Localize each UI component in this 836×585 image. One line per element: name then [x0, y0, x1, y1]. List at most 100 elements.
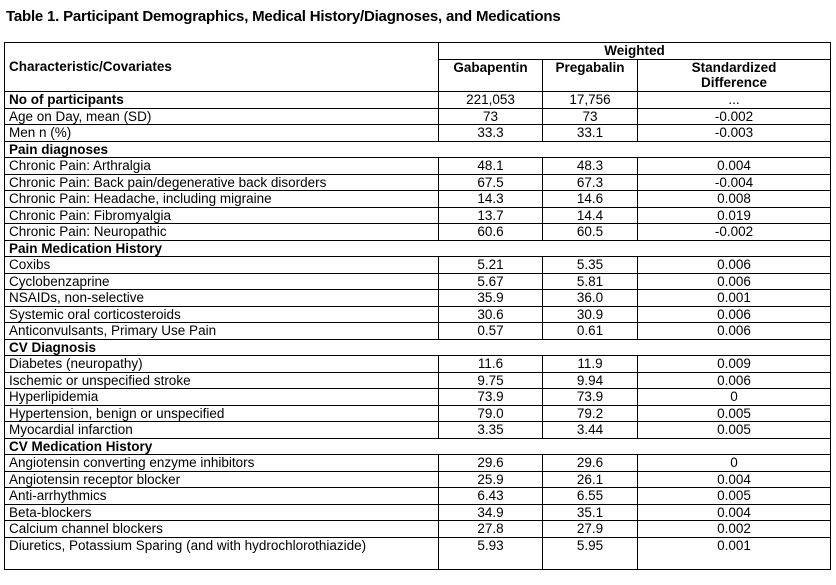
std-diff-value: 0 [636, 388, 832, 406]
std-diff-value: 0.006 [636, 272, 832, 290]
row-label: Chronic Pain: Headache, including migrai… [4, 190, 439, 208]
pregabalin-value: 3.44 [542, 421, 638, 439]
std-diff-value: 0.005 [636, 404, 832, 422]
gabapentin-value: 14.3 [438, 190, 543, 208]
header-row: Characteristic/Covariates Gabapentin Pre… [4, 58, 832, 92]
row-label: Anti-arrhythmics [4, 487, 439, 505]
row-label: Cyclobenzaprine [4, 272, 439, 290]
gabapentin-value: 221,053 [438, 91, 543, 109]
section-row: CV Medication History [3, 437, 832, 455]
pregabalin-value: 17,756 [542, 91, 638, 109]
std-diff-value: 0.002 [636, 520, 832, 538]
gabapentin-value: 0.57 [438, 322, 543, 340]
gabapentin-value: 9.75 [438, 371, 543, 389]
gabapentin-value: 5.67 [438, 272, 543, 290]
pregabalin-value: 27.9 [542, 520, 638, 538]
std-diff-header: Standardized Difference [636, 58, 832, 92]
pregabalin-value: 35.1 [542, 503, 638, 521]
table-row: Calcium channel blockers 27.8 27.9 0.002 [4, 520, 832, 538]
table-row: Chronic Pain: Fibromyalgia 13.7 14.4 0.019 [4, 206, 832, 224]
row-label: Diabetes (neuropathy) [4, 355, 439, 373]
section-heading: CV Medication History [3, 437, 832, 455]
pregabalin-value: 48.3 [542, 157, 638, 175]
row-label: Chronic Pain: Arthralgia [4, 157, 439, 175]
table-row: Men n (%) 33.3 33.1 -0.003 [4, 124, 832, 142]
std-diff-value: 0.019 [636, 206, 832, 224]
gabapentin-value: 34.9 [438, 503, 543, 521]
std-diff-value: 0.004 [636, 503, 832, 521]
row-label: Angiotensin converting enzyme inhibitors [4, 454, 439, 472]
row-label: Coxibs [4, 256, 439, 274]
pregabalin-value: 5.95 [542, 536, 638, 570]
table-row: Systemic oral corticosteroids 30.6 30.9 0.0… [4, 305, 832, 323]
pregabalin-value: 14.4 [542, 206, 638, 224]
table-row: No of participants 221,053 17,756... [4, 91, 832, 109]
gabapentin-value: 35.9 [438, 289, 543, 307]
table-row: Coxibs 5.21 5.35 0.006 [4, 256, 832, 274]
std-diff-value: 0.008 [636, 190, 832, 208]
pregabalin-value: 29.6 [542, 454, 638, 472]
header-empty-cell [4, 42, 439, 59]
gabapentin-value: 33.3 [438, 124, 543, 142]
std-diff-value: 0.004 [636, 470, 832, 488]
gabapentin-value: 73.9 [438, 388, 543, 406]
pregabalin-value: 33.1 [542, 124, 638, 142]
table-title: Table 1. Participant Demographics, Medic… [6, 8, 561, 25]
std-diff-value: 0.005 [636, 421, 832, 439]
row-label: Systemic oral corticosteroids [4, 305, 439, 323]
pregabalin-value: 79.2 [542, 404, 638, 422]
pregabalin-value: 5.35 [542, 256, 638, 274]
row-label: Chronic Pain: Back pain/degenerative bac… [4, 173, 439, 191]
table-row: Age on Day, mean (SD) 73 73 -0.002 [4, 107, 832, 125]
std-diff-value: 0.006 [636, 322, 832, 340]
std-diff-value: 0 [636, 454, 832, 472]
std-diff-value: 0.006 [636, 256, 832, 274]
table-row: Anticonvulsants, Primary Use Pain 0.57 0.6… [4, 322, 832, 340]
std-diff-value: -0.002 [636, 223, 832, 241]
gabapentin-value: 25.9 [438, 470, 543, 488]
gabapentin-value: 3.35 [438, 421, 543, 439]
table-row: NSAIDs, non-selective 35.9 36.0 0.001 [4, 289, 832, 307]
row-label: Chronic Pain: Neuropathic [4, 223, 439, 241]
table-row: Chronic Pain: Back pain/degenerative bac… [4, 173, 832, 191]
gabapentin-value: 11.6 [438, 355, 543, 373]
row-label: Chronic Pain: Fibromyalgia [4, 206, 439, 224]
pregabalin-value: 11.9 [542, 355, 638, 373]
table-row: Diuretics, Potassium Sparing (and with h… [4, 536, 832, 570]
row-label: Angiotensin receptor blocker [4, 470, 439, 488]
gabapentin-value: 29.6 [438, 454, 543, 472]
row-label: No of participants [4, 91, 439, 109]
table-row: Chronic Pain: Headache, including migrai… [4, 190, 832, 208]
table-row: Beta-blockers 34.9 35.1 0.004 [4, 503, 832, 521]
gabapentin-value: 6.43 [438, 487, 543, 505]
pregabalin-value: 73 [542, 107, 638, 125]
section-heading: Pain Medication History [3, 239, 832, 257]
pregabalin-value: 0.61 [542, 322, 638, 340]
table-row: Cyclobenzaprine 5.67 5.81 0.006 [4, 272, 832, 290]
row-label: Age on Day, mean (SD) [4, 107, 439, 125]
std-diff-value: 0.001 [636, 289, 832, 307]
gabapentin-value: 5.93 [438, 536, 543, 570]
gabapentin-value: 5.21 [438, 256, 543, 274]
header-group-row: Weighted [4, 42, 832, 60]
gabapentin-value: 60.6 [438, 223, 543, 241]
pregabalin-value: 73.9 [542, 388, 638, 406]
table-row: Chronic Pain: Neuropathic 60.6 60.5 -0.002 [4, 223, 832, 241]
table-row: Anti-arrhythmics 6.43 6.55 0.005 [4, 487, 832, 505]
table-row: Hyperlipidemia 73.9 73.9 0 [4, 388, 832, 406]
pregabalin-value: 9.94 [542, 371, 638, 389]
table-row: Ischemic or unspecified stroke 9.75 9.94 0.… [4, 371, 832, 389]
table-row: Angiotensin receptor blocker 25.9 26.1 0.00… [4, 470, 832, 488]
row-label: Calcium channel blockers [4, 520, 439, 538]
section-row: Pain Medication History [3, 239, 832, 257]
table-row: Hypertension, benign or unspecified 79.0 7… [4, 404, 832, 422]
pregabalin-value: 14.6 [542, 190, 638, 208]
row-label: Men n (%) [4, 124, 439, 142]
gabapentin-value: 27.8 [438, 520, 543, 538]
gabapentin-value: 48.1 [438, 157, 543, 175]
row-label: Anticonvulsants, Primary Use Pain [4, 322, 439, 340]
weighted-header: Weighted [437, 42, 832, 60]
std-diff-value: ... [636, 91, 832, 109]
row-label: Myocardial infarction [4, 421, 439, 439]
demographics-table: Weighted Characteristic/Covariates Gabap… [3, 42, 832, 570]
